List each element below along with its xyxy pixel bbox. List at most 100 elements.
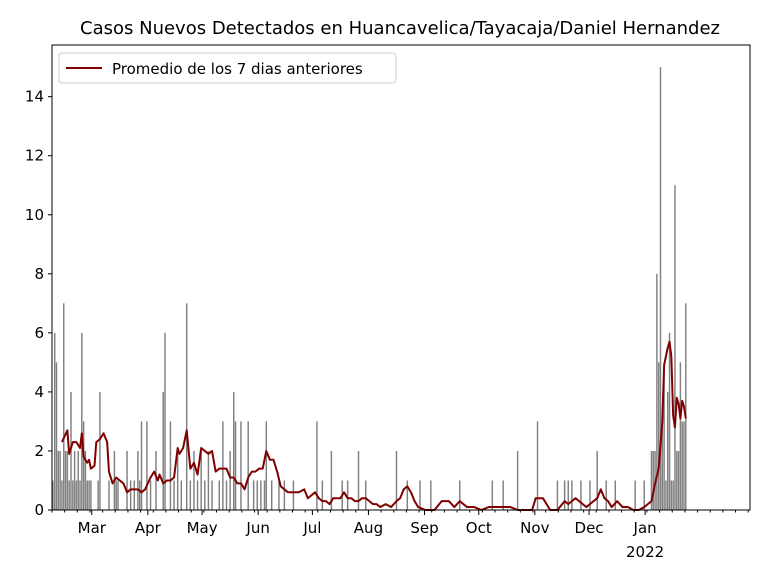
x-tick-label: Nov	[520, 519, 549, 537]
x-tick-label: Jan	[633, 519, 657, 537]
x-tick-label: Apr	[135, 519, 162, 537]
y-axis: 0 2 4 6 8 10 12 14	[25, 88, 52, 519]
bar	[164, 332, 166, 510]
bar	[256, 480, 258, 510]
bar	[229, 450, 231, 510]
bar	[652, 450, 654, 510]
bar	[200, 450, 202, 510]
legend: Promedio de los 7 dias anteriores	[58, 52, 397, 84]
y-tick-label: 14	[25, 88, 44, 106]
bar	[149, 480, 152, 510]
bar	[365, 480, 367, 510]
bar	[667, 391, 669, 510]
bar	[81, 332, 83, 510]
bar	[643, 480, 645, 510]
bar	[64, 450, 67, 510]
bar	[670, 480, 673, 510]
bar	[90, 480, 92, 510]
bar	[189, 480, 192, 510]
bar	[55, 362, 58, 510]
bar	[672, 480, 674, 510]
bar	[263, 480, 266, 510]
bar	[419, 480, 421, 510]
bar	[59, 450, 61, 510]
bar	[596, 450, 598, 510]
x-tick-sublabel: 2022	[626, 543, 664, 561]
bar	[674, 185, 676, 511]
avg-series-line	[61, 340, 687, 511]
bar	[605, 480, 607, 510]
bar	[330, 450, 333, 510]
bar	[68, 480, 70, 510]
bar	[196, 480, 199, 510]
bar	[129, 480, 132, 510]
bar	[556, 480, 559, 510]
avg-line-group	[61, 340, 687, 511]
bar	[321, 480, 324, 510]
bar	[88, 480, 90, 510]
bar	[536, 421, 539, 510]
bar	[346, 480, 349, 510]
legend-box	[58, 52, 397, 84]
plot-frame	[51, 44, 751, 511]
bar	[77, 450, 79, 510]
y-tick-label: 0	[34, 501, 44, 519]
bar	[563, 480, 566, 510]
bar	[173, 480, 175, 510]
bar	[185, 303, 188, 510]
bar	[57, 450, 60, 510]
bar	[657, 362, 660, 510]
bar	[155, 450, 157, 510]
bar	[193, 450, 195, 510]
x-tick-label: Mar	[78, 519, 107, 537]
bar	[79, 480, 81, 510]
x-tick-label: Aug	[354, 519, 383, 537]
bar	[316, 421, 318, 510]
bar	[240, 421, 242, 510]
bar	[589, 480, 591, 510]
bar	[140, 421, 143, 510]
chart-title: Casos Nuevos Detectados en Huancavelica/…	[80, 18, 720, 39]
bar	[180, 480, 183, 510]
bar	[676, 450, 678, 510]
bar	[683, 421, 685, 510]
bar	[126, 450, 128, 510]
bar	[97, 480, 99, 510]
bar	[99, 391, 101, 510]
bar	[211, 480, 213, 510]
y-tick-label: 6	[34, 324, 44, 342]
bar	[84, 450, 87, 510]
bar	[580, 480, 582, 510]
bar	[75, 480, 78, 510]
bar	[115, 480, 117, 510]
bar	[677, 450, 680, 510]
bar	[86, 480, 88, 510]
bar	[357, 450, 360, 510]
bar	[63, 303, 65, 510]
bar	[265, 421, 268, 510]
bar	[278, 480, 280, 510]
bar	[656, 273, 658, 510]
bar	[207, 450, 210, 510]
bar	[66, 450, 69, 510]
bar	[502, 480, 504, 510]
y-tick-label: 8	[34, 265, 44, 283]
bar	[567, 480, 569, 510]
bar	[52, 480, 54, 510]
x-tick-label: Oct	[466, 519, 492, 537]
bar	[679, 362, 682, 510]
bar	[169, 421, 172, 510]
y-tick-label: 4	[34, 383, 44, 401]
bar	[270, 480, 273, 510]
bar	[247, 421, 249, 510]
x-tick-label: Jul	[302, 519, 321, 537]
bar	[260, 480, 262, 510]
bar	[681, 421, 683, 510]
bar	[117, 480, 119, 510]
bar	[571, 480, 573, 510]
bar	[138, 480, 141, 510]
bar	[665, 480, 667, 510]
bar	[233, 391, 235, 510]
bars-group	[52, 67, 687, 511]
